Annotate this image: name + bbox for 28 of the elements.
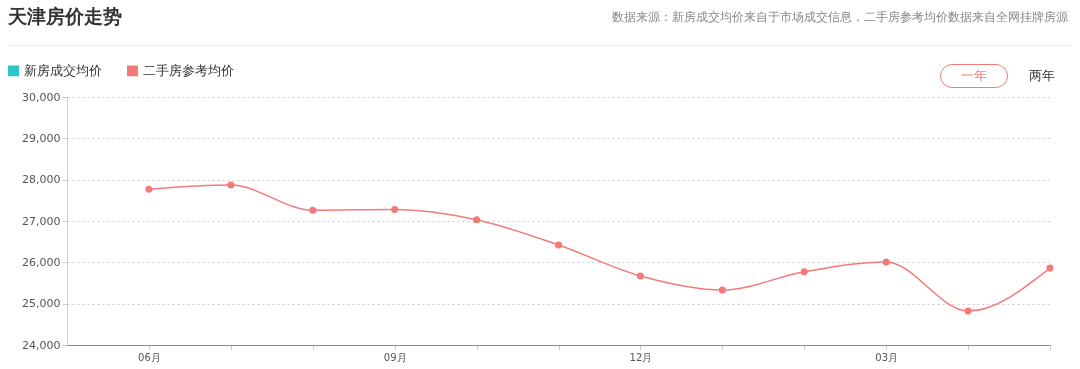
point [1046,264,1054,272]
y-tick-label: 26,000 [22,255,61,269]
y-tick-label: 29,000 [22,131,61,145]
point [882,258,890,266]
point [145,185,153,193]
point [800,268,808,276]
chart-title: 天津房价走势 [8,4,122,29]
y-tick-label: 27,000 [22,214,61,228]
point [554,241,563,249]
point [964,307,972,315]
x-tick-label: 03月 [875,351,899,363]
legend-label: 新房成交均价 [24,62,102,78]
x-tick-label: 12月 [629,351,653,363]
legend-label: 二手房参考均价 [143,62,234,78]
source-note: 数据来源：新房成交均价来自于市场成交信息，二手房参考均价数据来自全网挂牌房源 [612,9,1068,26]
y-tick-label: 28,000 [22,173,61,187]
point [227,181,235,189]
y-tick-label: 30,000 [22,90,61,104]
x-tick-label: 09月 [383,351,407,363]
y-tick-label: 24,000 [22,338,61,352]
point [391,205,399,213]
point [636,272,644,280]
text: 两年 [1029,67,1055,85]
point [309,206,317,214]
x-tick-label: 06月 [138,351,161,363]
point [473,216,481,224]
y-tick-label: 25,000 [22,297,61,311]
point [718,286,726,294]
